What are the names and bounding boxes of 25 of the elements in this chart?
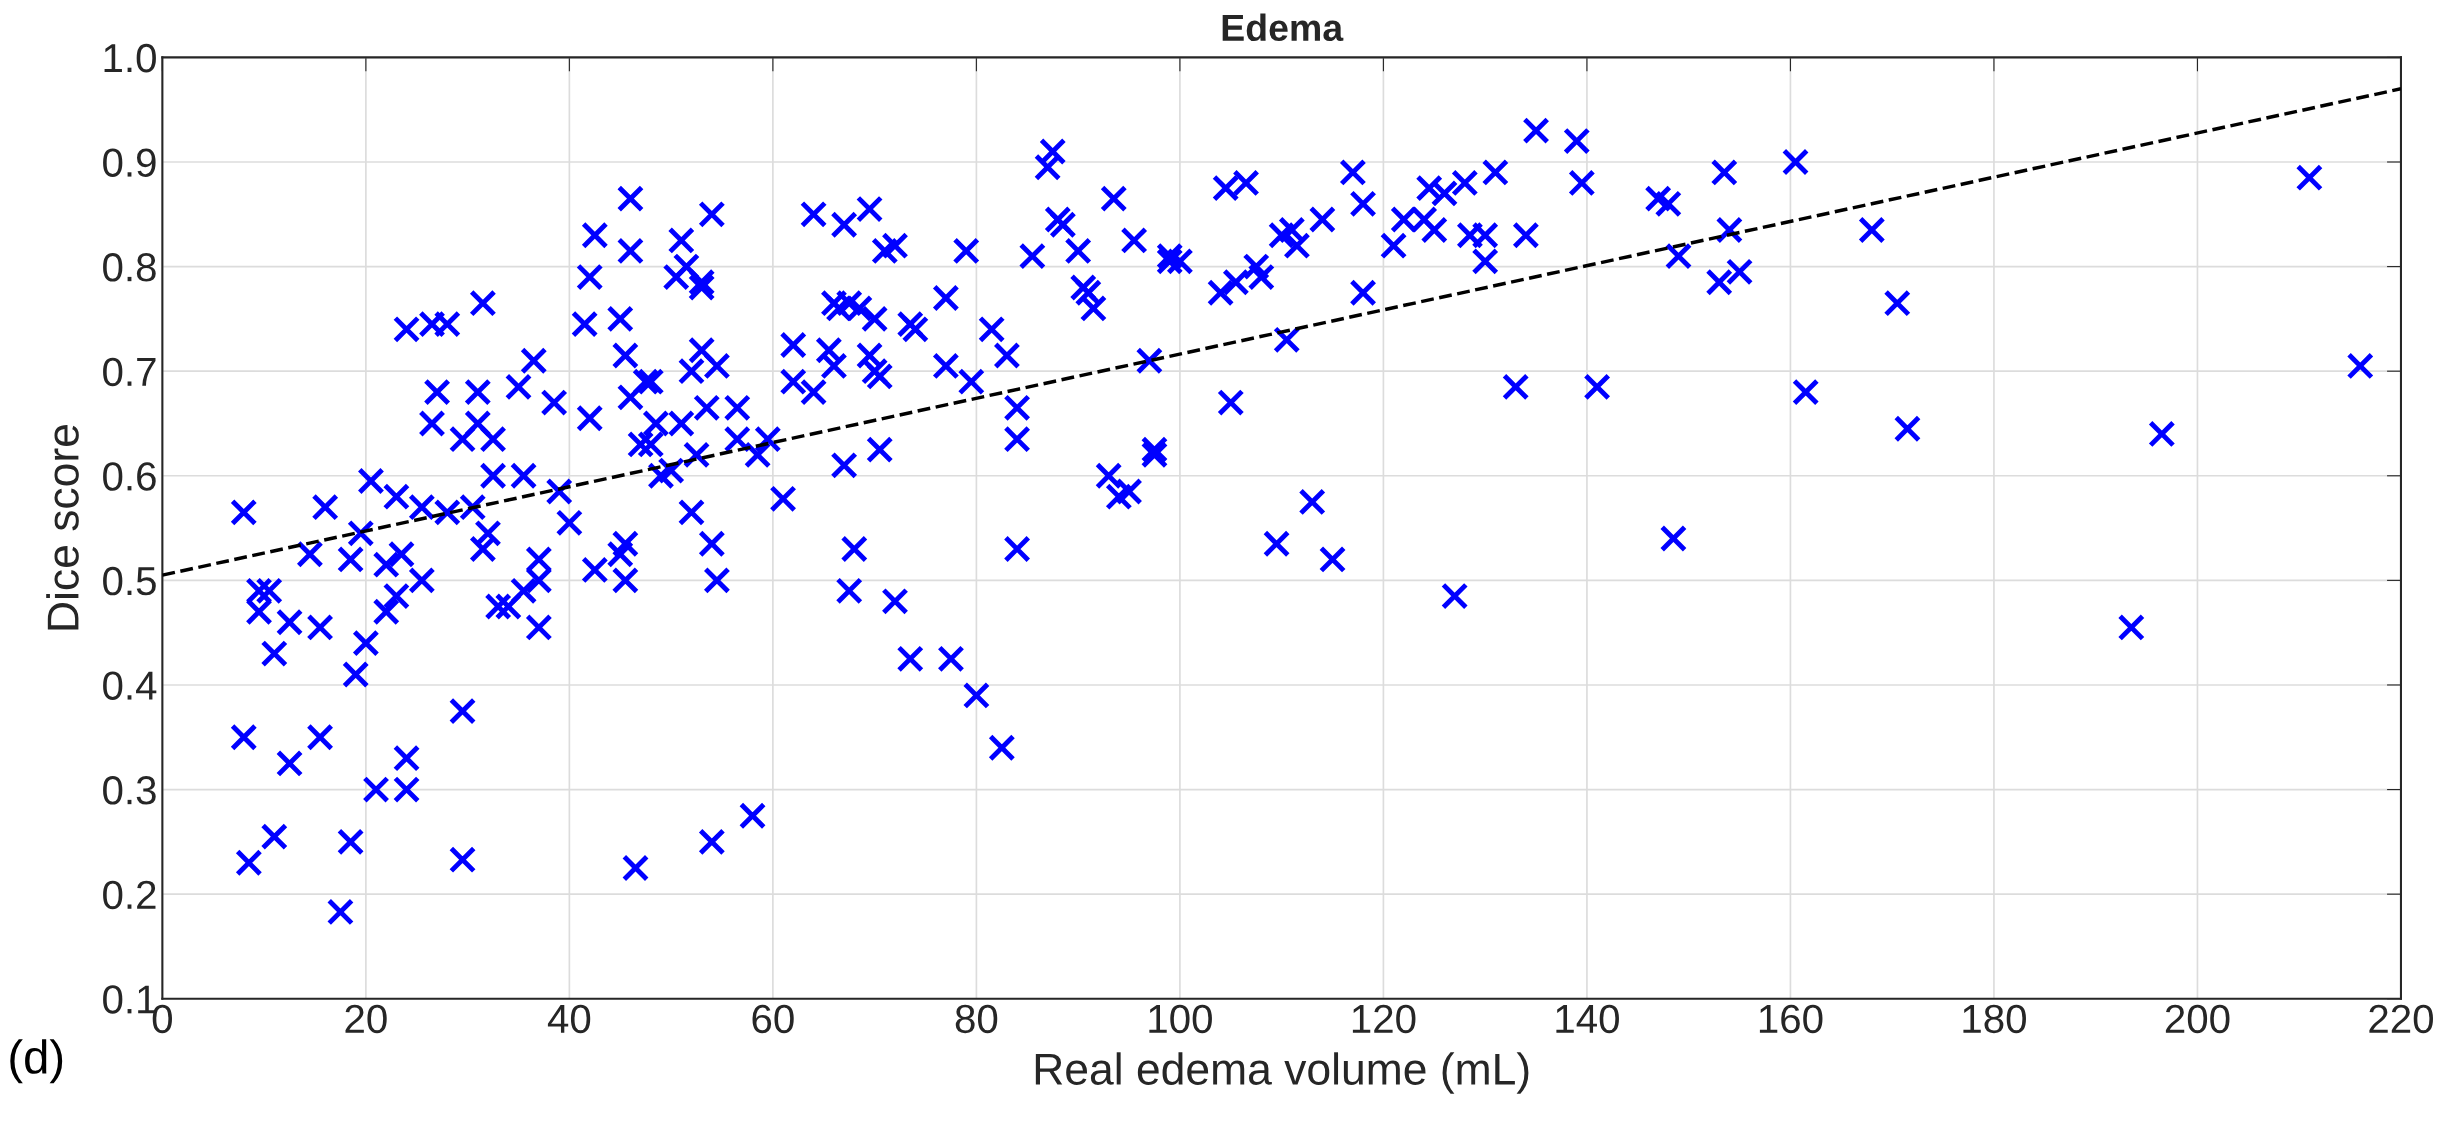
x-tick-label: 40: [547, 1004, 591, 1034]
y-tick-label: 0.7: [103, 357, 156, 387]
y-tick-label: 0.8: [103, 253, 156, 282]
x-tick-label: 0: [152, 1004, 172, 1034]
x-tick-label: 80: [955, 1004, 998, 1034]
x-axis-title: Real edema volume (mL): [1035, 1052, 1529, 1094]
y-axis-title: Dice score: [46, 425, 79, 630]
x-tick-label: 100: [1149, 1004, 1212, 1034]
x-tick-label: 160: [1759, 1004, 1823, 1034]
chart-title: Edema: [1222, 13, 1344, 42]
x-tick-label: 220: [2369, 1004, 2433, 1034]
x-tick-label: 200: [2165, 1004, 2230, 1034]
x-tick-label: 140: [1556, 1004, 1619, 1034]
y-tick-label: 0.9: [103, 148, 156, 177]
x-tick-label: 180: [1963, 1004, 2026, 1034]
y-tick-label: 0.2: [103, 880, 156, 910]
y-tick-label: 0.4: [103, 671, 157, 700]
y-tick-label: 0.6: [103, 462, 156, 491]
x-tick-label: 20: [345, 1004, 387, 1034]
x-tick-label: 60: [752, 1004, 794, 1034]
text: (d): [10, 1039, 63, 1084]
y-tick-label: 1.0: [104, 43, 156, 73]
y-tick-label: 0.5: [103, 566, 156, 596]
y-tick-label: 0.3: [103, 776, 156, 805]
x-tick-label: 120: [1352, 1004, 1416, 1034]
